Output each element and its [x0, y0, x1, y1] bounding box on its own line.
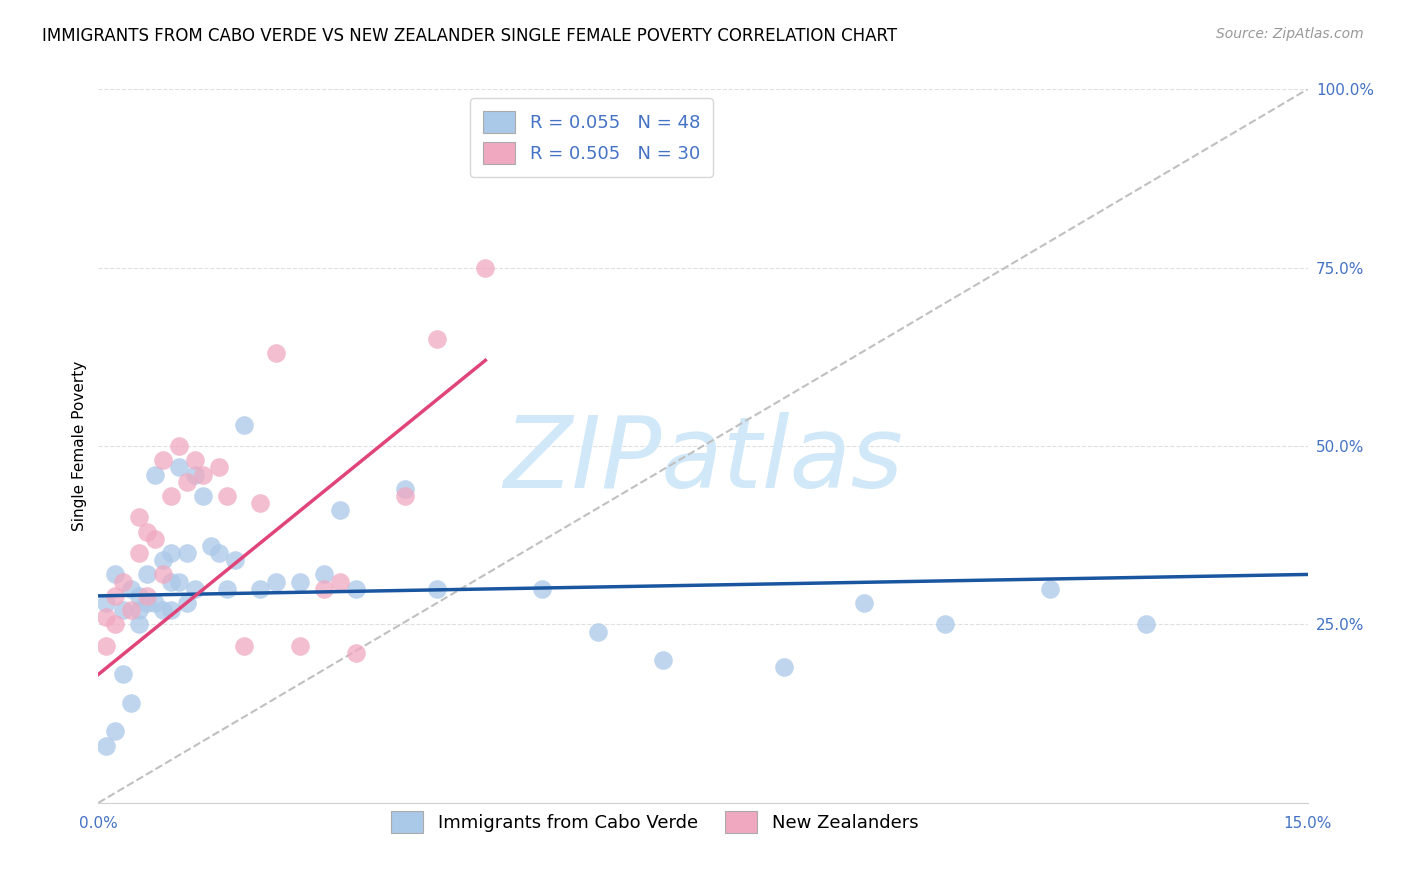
Point — [135, 596, 157, 610]
Point — [651, 653, 673, 667]
Point — [128, 510, 150, 524]
Point — [176, 596, 198, 610]
Point — [193, 489, 215, 503]
Point — [143, 532, 166, 546]
Legend: Immigrants from Cabo Verde, New Zealanders: Immigrants from Cabo Verde, New Zealande… — [380, 800, 929, 844]
Point — [208, 460, 231, 475]
Text: ZIPatlas: ZIPatlas — [503, 412, 903, 508]
Point — [1039, 582, 1062, 596]
Point — [135, 567, 157, 582]
Point — [111, 603, 134, 617]
Point — [208, 546, 231, 560]
Point — [224, 553, 246, 567]
Point — [249, 582, 271, 596]
Point — [264, 574, 287, 589]
Point — [394, 482, 416, 496]
Point — [167, 574, 190, 589]
Point — [160, 546, 183, 560]
Point — [152, 553, 174, 567]
Point — [111, 667, 134, 681]
Point — [176, 546, 198, 560]
Point — [934, 617, 956, 632]
Text: Source: ZipAtlas.com: Source: ZipAtlas.com — [1216, 27, 1364, 41]
Point — [217, 489, 239, 503]
Point — [128, 546, 150, 560]
Point — [103, 567, 125, 582]
Point — [120, 582, 142, 596]
Point — [96, 739, 118, 753]
Point — [135, 589, 157, 603]
Point — [586, 624, 609, 639]
Point — [772, 660, 794, 674]
Point — [128, 603, 150, 617]
Point — [394, 489, 416, 503]
Point — [530, 582, 553, 596]
Point — [344, 646, 367, 660]
Point — [160, 574, 183, 589]
Point — [103, 617, 125, 632]
Point — [314, 582, 336, 596]
Point — [853, 596, 876, 610]
Point — [128, 617, 150, 632]
Y-axis label: Single Female Poverty: Single Female Poverty — [72, 361, 87, 531]
Point — [143, 467, 166, 482]
Point — [103, 589, 125, 603]
Point — [96, 610, 118, 624]
Point — [128, 589, 150, 603]
Point — [103, 724, 125, 739]
Point — [232, 417, 254, 432]
Point — [167, 460, 190, 475]
Point — [152, 453, 174, 467]
Point — [329, 503, 352, 517]
Point — [167, 439, 190, 453]
Text: IMMIGRANTS FROM CABO VERDE VS NEW ZEALANDER SINGLE FEMALE POVERTY CORRELATION CH: IMMIGRANTS FROM CABO VERDE VS NEW ZEALAN… — [42, 27, 897, 45]
Point — [1135, 617, 1157, 632]
Point — [288, 574, 311, 589]
Point — [426, 582, 449, 596]
Point — [184, 453, 207, 467]
Point — [96, 596, 118, 610]
Point — [120, 603, 142, 617]
Point — [288, 639, 311, 653]
Point — [160, 603, 183, 617]
Point — [264, 346, 287, 360]
Point — [135, 524, 157, 539]
Point — [184, 582, 207, 596]
Point — [193, 467, 215, 482]
Point — [426, 332, 449, 346]
Point — [120, 696, 142, 710]
Point — [160, 489, 183, 503]
Point — [200, 539, 222, 553]
Point — [249, 496, 271, 510]
Point — [152, 567, 174, 582]
Point — [217, 582, 239, 596]
Point — [96, 639, 118, 653]
Point — [111, 574, 134, 589]
Point — [184, 467, 207, 482]
Point — [176, 475, 198, 489]
Point — [474, 260, 496, 275]
Point — [344, 582, 367, 596]
Point — [314, 567, 336, 582]
Point — [152, 603, 174, 617]
Point — [329, 574, 352, 589]
Point — [143, 596, 166, 610]
Point — [232, 639, 254, 653]
